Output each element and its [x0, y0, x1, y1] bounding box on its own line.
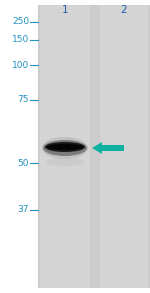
FancyArrow shape [92, 142, 124, 154]
Text: 75: 75 [18, 96, 29, 105]
Ellipse shape [45, 142, 85, 152]
Text: 37: 37 [18, 205, 29, 214]
Text: 150: 150 [12, 35, 29, 45]
Ellipse shape [43, 140, 87, 156]
Text: 1: 1 [62, 5, 68, 15]
Ellipse shape [47, 144, 83, 150]
Ellipse shape [42, 137, 88, 159]
Ellipse shape [46, 158, 84, 166]
Text: 2: 2 [121, 5, 127, 15]
Bar [38, 5, 150, 288]
Bar [40, 5, 90, 288]
Text: 100: 100 [12, 60, 29, 69]
Bar [100, 5, 148, 288]
Text: 50: 50 [18, 159, 29, 168]
Text: 250: 250 [12, 18, 29, 26]
